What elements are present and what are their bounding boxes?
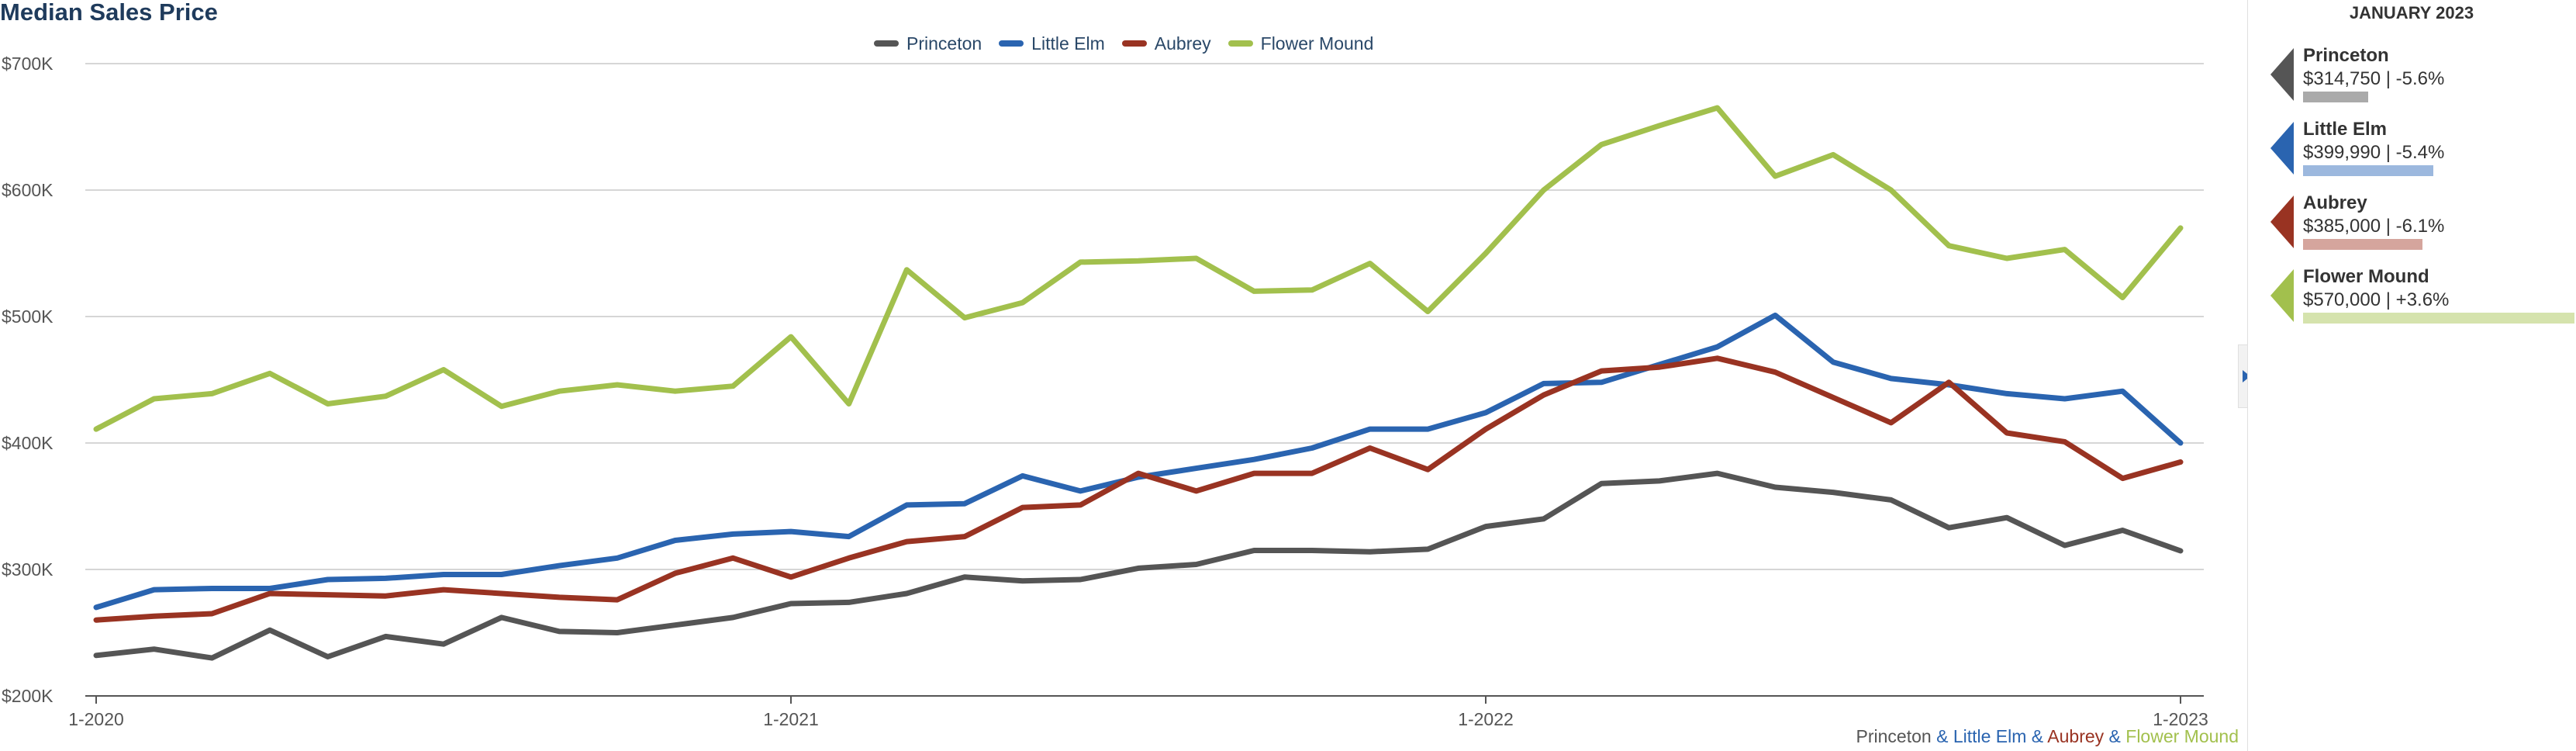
legend-label-aubrey: Aubrey [1154, 33, 1211, 54]
legend-swatch-aubrey [1121, 40, 1147, 47]
legend-item-aubrey[interactable]: Aubrey [1121, 33, 1211, 54]
x-tick-label: 1-2023 [2153, 709, 2208, 729]
footer-amp-1: & [1931, 726, 1953, 746]
footer-amp-3: & [2104, 726, 2126, 746]
legend-item-little-elm[interactable]: Little Elm [999, 33, 1105, 54]
legend-swatch-little-elm [999, 40, 1024, 47]
x-tick-label: 1-2022 [1458, 709, 1514, 729]
series-line-flower-mound [93, 105, 2184, 432]
panel-item-bar [2303, 92, 2368, 102]
series-line-princeton [93, 470, 2184, 661]
y-tick-label: $500K [2, 306, 54, 327]
panel-item-value: $385,000 | -6.1% [2303, 216, 2445, 237]
panel-item-bar [2303, 313, 2574, 324]
legend-item-princeton[interactable]: Princeton [874, 33, 982, 54]
panel-item-value: $314,750 | -5.6% [2303, 68, 2445, 89]
legend-swatch-flower-mound [1228, 40, 1253, 47]
side-panel [2247, 0, 2576, 751]
x-tick-label: 1-2020 [68, 709, 124, 729]
panel-item-flower-mound[interactable]: Flower Mound $570,000 | +3.6% [2270, 261, 2574, 324]
panel-item-name: Aubrey [2303, 192, 2367, 213]
chevron-right-icon [2243, 370, 2250, 382]
footer-aubrey: Aubrey [2047, 726, 2105, 746]
line-chart: $200K $300K $400K $500K $600K $700K 1-2020 1-20… [2, 54, 2208, 729]
series-line-aubrey [93, 355, 2184, 623]
pointer-arrow-icon [2270, 269, 2294, 322]
x-tick-label: 1-2021 [763, 709, 819, 729]
pointer-arrow-icon [2270, 48, 2294, 101]
pointer-arrow-icon [2270, 196, 2294, 248]
panel-item-name: Little Elm [2303, 119, 2388, 140]
y-tick-label: $700K [2, 54, 54, 74]
y-tick-label: $600K [2, 180, 54, 200]
panel-item-bar [2303, 239, 2422, 250]
chart-title: Median Sales Price [0, 0, 218, 26]
legend-label-flower-mound: Flower Mound [1260, 33, 1374, 54]
panel-item-little-elm[interactable]: Little Elm $399,990 | -5.4% [2270, 114, 2573, 176]
panel-item-name: Princeton [2303, 45, 2389, 66]
panel-item-value: $570,000 | +3.6% [2303, 289, 2450, 310]
y-tick-label: $200K [2, 686, 54, 706]
panel-item-aubrey[interactable]: Aubrey $385,000 | -6.1% [2270, 188, 2573, 250]
panel-item-bar [2303, 165, 2433, 176]
legend-label-princeton: Princeton [906, 33, 982, 54]
panel-title: JANUARY 2023 [2349, 3, 2474, 22]
series-line-little-elm [93, 312, 2184, 611]
legend-item-flower-mound[interactable]: Flower Mound [1228, 33, 1374, 54]
panel-item-princeton[interactable]: Princeton $314,750 | -5.6% [2270, 40, 2573, 102]
footer-little-elm: Little Elm [1953, 726, 2027, 746]
legend-swatch-princeton [874, 40, 899, 47]
pointer-arrow-icon [2270, 122, 2294, 175]
panel-item-value: $399,990 | -5.4% [2303, 142, 2445, 163]
footer-series-note: Princeton & Little Elm & Aubrey & Flower… [1856, 726, 2239, 747]
legend: Princeton Little Elm Aubrey Flower Mound [874, 31, 1390, 56]
footer-flower-mound: Flower Mound [2125, 726, 2239, 746]
y-tick-label: $300K [2, 559, 54, 580]
panel-item-name: Flower Mound [2303, 266, 2429, 287]
footer-princeton: Princeton [1856, 726, 1932, 746]
y-tick-label: $400K [2, 433, 54, 453]
legend-label-little-elm: Little Elm [1031, 33, 1105, 54]
footer-amp-2: & [2026, 726, 2048, 746]
